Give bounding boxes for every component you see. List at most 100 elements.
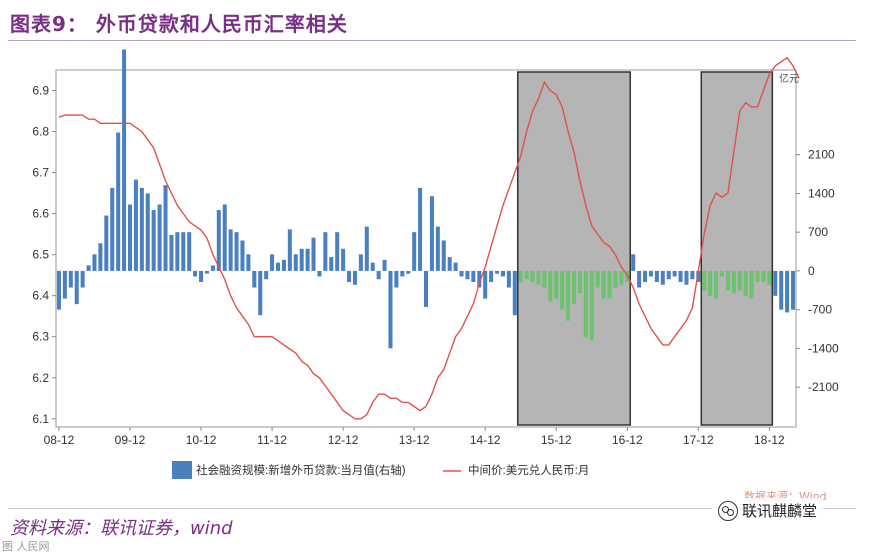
bar-30 [234,232,239,271]
bar-0 [56,270,61,310]
bar-45 [323,232,328,271]
wechat-icon [718,500,738,521]
left-tick-label-7: 6.8 [32,125,49,139]
bar-44 [317,270,322,277]
right-tick-label-0: -2100 [808,380,839,394]
bar-86 [566,270,571,321]
bar-85 [560,270,565,310]
bar-84 [554,270,559,299]
right-tick-label-5: 1400 [808,186,835,200]
bar-89 [583,270,588,338]
bar-1 [62,270,67,299]
x-tick-label-5: 13-12 [399,433,430,447]
left-tick-label-0: 6.1 [32,412,49,426]
x-tick-label-10: 18-12 [754,433,785,447]
bar-72 [483,270,488,299]
bar-8 [104,215,109,271]
bar-62 [423,270,429,307]
bar-2 [68,270,73,288]
left-tick-label-1: 6.2 [32,371,49,385]
bar-79 [524,270,529,280]
bar-61 [418,187,423,271]
bar-22 [187,232,192,271]
bar-6 [92,254,97,271]
x-tick-label-1: 09-12 [115,433,146,447]
bar-52 [364,226,369,271]
rate-line [58,56,800,420]
source-note: 资料来源：联讯证券，wind [10,518,233,539]
bar-77 [512,270,517,316]
bar-31 [240,240,245,271]
bar-108 [696,270,701,282]
corner-watermark: 图 人民网 [2,540,50,553]
bar-122 [779,270,784,310]
bar-47 [335,232,340,271]
bar-7 [98,243,103,271]
bar-70 [471,270,476,282]
bar-111 [714,270,719,299]
bar-51 [358,254,363,271]
bar-42 [305,248,310,271]
bar-34 [258,270,263,316]
left-tick-label-8: 6.9 [32,84,49,98]
bar-103 [666,270,671,280]
x-tick-label-7: 15-12 [541,433,572,447]
left-tick-label-6: 6.7 [32,166,49,180]
bar-37 [275,262,281,271]
bar-13 [133,179,138,271]
bar-78 [518,270,523,282]
bar-50 [352,270,357,285]
bar-93 [607,270,612,299]
bar-75 [500,270,505,277]
bar-87 [571,270,577,305]
left-tick-label-4: 6.5 [32,248,49,262]
brand-name: 联讯麒麟堂 [742,502,818,520]
bar-39 [287,229,292,271]
bar-40 [293,254,298,271]
bar-33 [252,270,257,288]
bar-98 [637,270,642,288]
bar-115 [737,270,742,291]
bar-4 [80,270,85,288]
legend-swatch-loans [172,461,192,479]
bar-57 [394,270,399,288]
bar-28 [222,204,227,271]
bar-46 [329,257,334,271]
legend-label-loans: 社会融资规模:新增外币贷款:当月值(右轴) [196,463,406,477]
bar-80 [530,270,535,282]
bar-107 [690,270,695,280]
bar-41 [299,248,304,271]
bar-118 [755,270,760,282]
bar-58 [400,270,405,277]
legend-label-rate: 中间价:美元兑人民币:月 [468,463,589,477]
bar-95 [619,270,624,285]
bar-64 [435,226,440,271]
left-tick-label-2: 6.3 [32,330,49,344]
x-tick-label-3: 11-12 [257,433,287,447]
bar-9 [110,187,115,271]
bar-21 [181,232,186,271]
bar-106 [684,270,689,285]
bar-69 [465,270,470,280]
bar-104 [672,270,677,277]
bar-120 [767,270,772,285]
bar-19 [169,234,174,271]
bar-15 [145,193,150,271]
bar-10 [116,132,121,271]
bar-100 [648,270,653,277]
bar-12 [127,204,133,271]
bar-43 [311,237,316,271]
left-tick-label-3: 6.4 [32,289,49,303]
bar-101 [654,270,659,282]
x-tick-label-8: 16-12 [612,433,643,447]
bar-48 [341,248,346,271]
bar-65 [441,240,446,271]
right-tick-label-6: 2100 [808,148,835,162]
bar-16 [151,210,156,271]
bar-99 [643,270,648,282]
bar-102 [660,270,665,285]
bar-11 [122,49,127,271]
loan-bars [56,49,796,349]
bar-83 [548,270,553,302]
shade-period-1 [700,71,774,426]
